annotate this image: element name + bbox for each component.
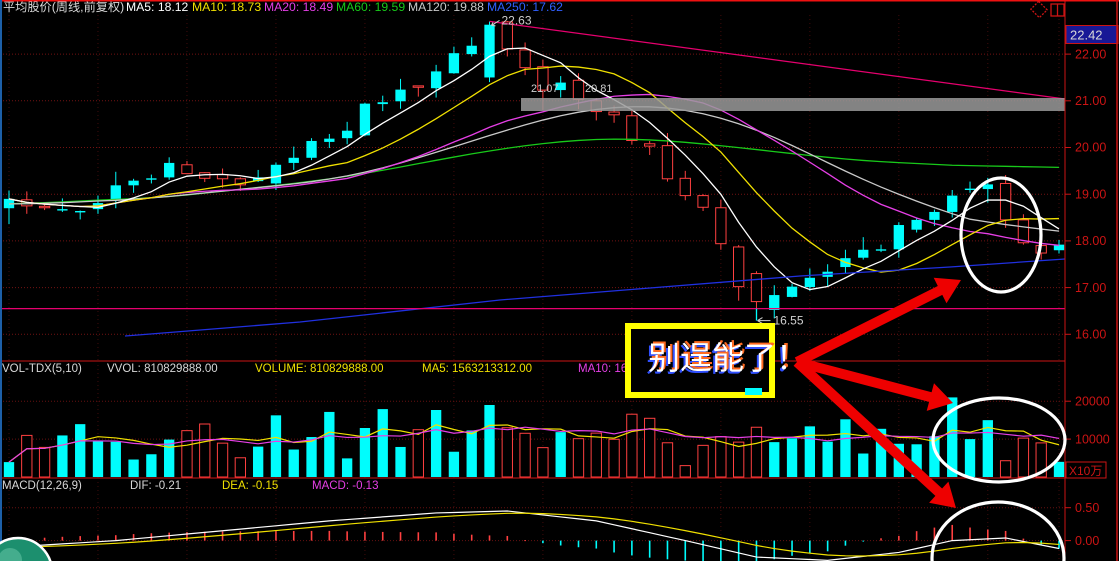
svg-text:VOLUME: 810829888.00: VOLUME: 810829888.00 xyxy=(255,363,384,375)
svg-text:MACD: -0.13: MACD: -0.13 xyxy=(312,480,378,492)
svg-text:DIF: -0.21: DIF: -0.21 xyxy=(130,480,181,492)
svg-text:MA5: 18.12: MA5: 18.12 xyxy=(126,0,189,14)
svg-text:22.42: 22.42 xyxy=(1070,28,1103,43)
svg-text:22.00: 22.00 xyxy=(1075,47,1106,61)
svg-text:MA20: 18.49: MA20: 18.49 xyxy=(264,0,333,14)
svg-text:MA250: 17.62: MA250: 17.62 xyxy=(487,0,563,14)
svg-text:22.63: 22.63 xyxy=(502,13,532,27)
svg-text:DEA: -0.15: DEA: -0.15 xyxy=(222,480,278,492)
svg-text:VVOL: 810829888.00: VVOL: 810829888.00 xyxy=(107,363,218,375)
svg-text:0.50: 0.50 xyxy=(1075,501,1099,515)
svg-text:20.00: 20.00 xyxy=(1075,141,1106,155)
svg-text:18.00: 18.00 xyxy=(1075,234,1106,248)
svg-text:21.00: 21.00 xyxy=(1075,94,1106,108)
svg-text:别逞能了！: 别逞能了！ xyxy=(648,340,808,376)
svg-text:20000: 20000 xyxy=(1075,394,1110,408)
svg-text:19.00: 19.00 xyxy=(1075,187,1106,201)
svg-text:20.81: 20.81 xyxy=(585,83,613,95)
svg-text:MACD(12,26,9): MACD(12,26,9) xyxy=(2,480,82,492)
svg-text:MA120: 19.88: MA120: 19.88 xyxy=(408,0,484,14)
svg-text:MA60: 19.59: MA60: 19.59 xyxy=(336,0,405,14)
svg-text:16.55: 16.55 xyxy=(774,314,804,328)
svg-text:0.00: 0.00 xyxy=(1075,534,1099,548)
svg-text:MA5: 1563213312.00: MA5: 1563213312.00 xyxy=(422,363,532,375)
svg-text:21.07: 21.07 xyxy=(531,83,559,95)
svg-text:MA10: 18.73: MA10: 18.73 xyxy=(192,0,261,14)
svg-text:10000: 10000 xyxy=(1075,432,1110,446)
svg-text:平均股价(周线,前复权): 平均股价(周线,前复权) xyxy=(3,0,124,14)
svg-text:VOL-TDX(5,10): VOL-TDX(5,10) xyxy=(2,363,82,375)
svg-text:17.00: 17.00 xyxy=(1075,281,1106,295)
svg-text:X10万: X10万 xyxy=(1069,464,1102,478)
svg-text:16.00: 16.00 xyxy=(1075,328,1106,342)
